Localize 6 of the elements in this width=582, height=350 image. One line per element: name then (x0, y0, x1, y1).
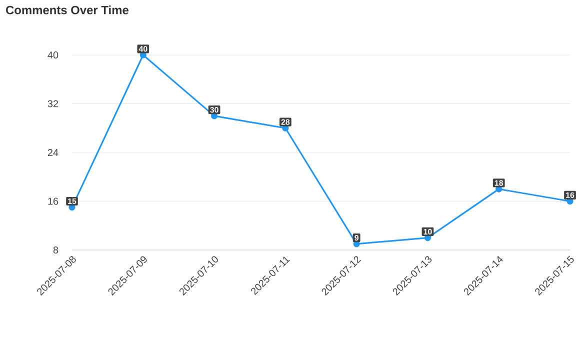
y-tick-label: 8 (53, 246, 58, 254)
chart-title: Comments Over Time (6, 6, 128, 14)
y-tick-label: 24 (48, 149, 58, 156)
y-tick-label: 32 (48, 100, 58, 108)
y-tick-label: 16 (48, 198, 58, 205)
y-tick-label: 40 (48, 51, 58, 59)
